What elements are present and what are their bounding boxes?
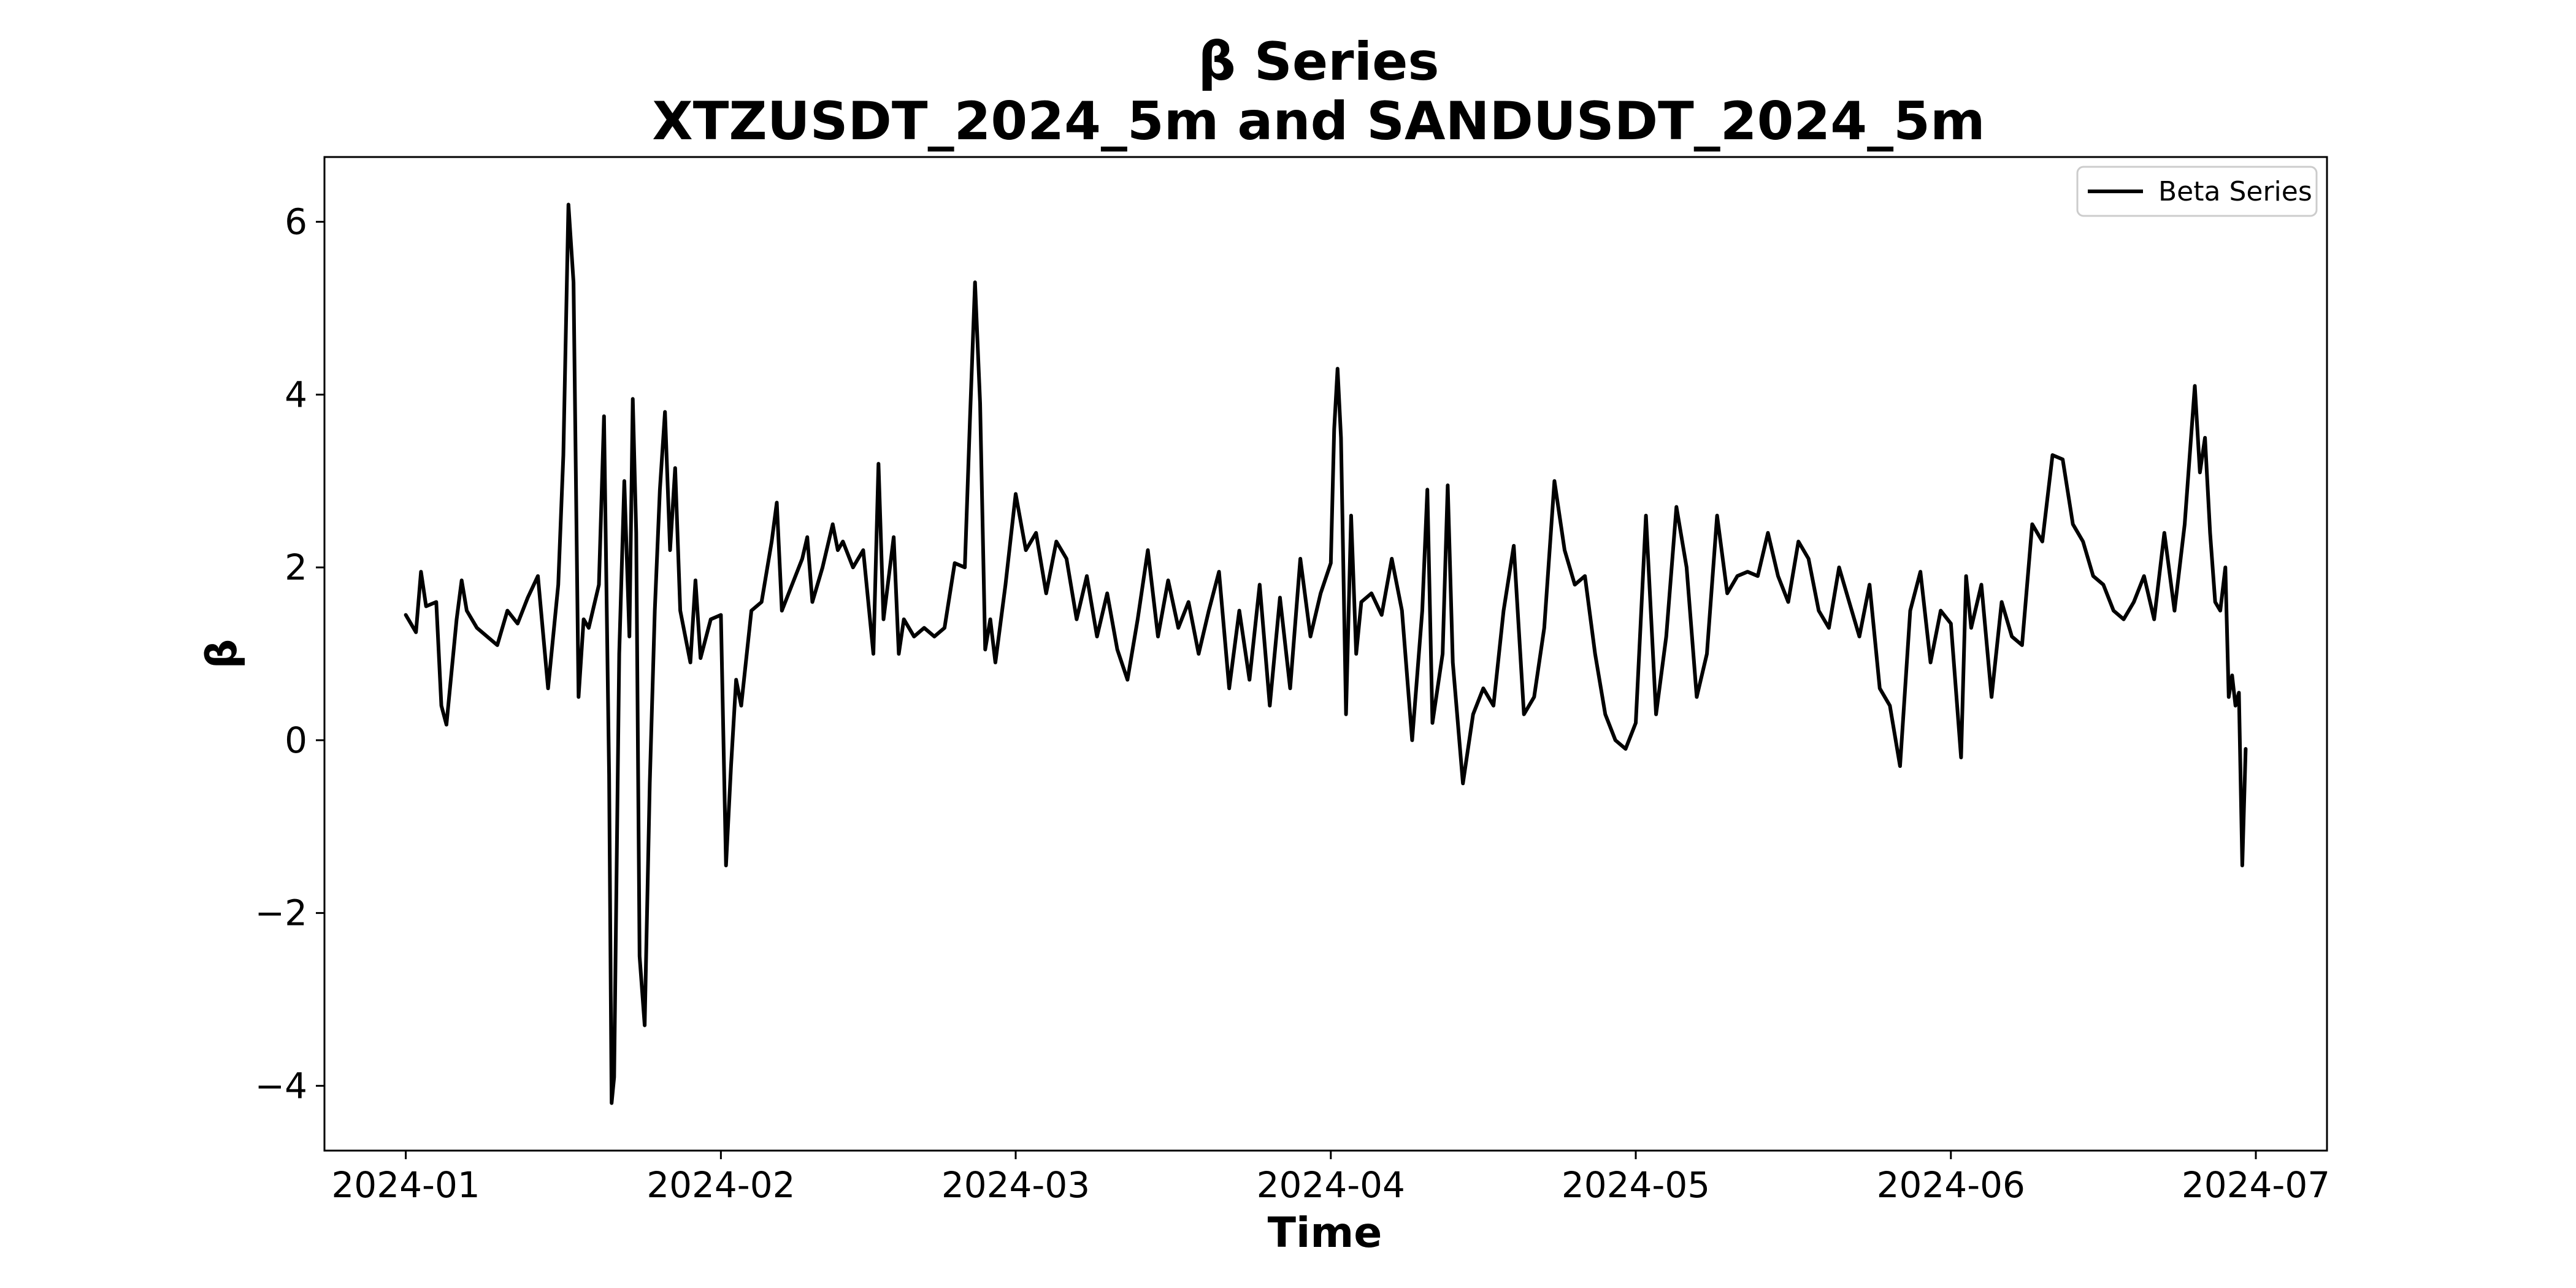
x-axis-label: Time xyxy=(1268,1209,1382,1257)
legend-box xyxy=(2076,166,2318,217)
y-tick-label: −2 xyxy=(255,892,308,934)
x-tick-label: 2024-01 xyxy=(331,1164,480,1206)
y-axis: −4 −2 0 2 4 6 xyxy=(255,201,324,1106)
chart-subtitle: XTZUSDT_2024_5m and SANDUSDT_2024_5m xyxy=(652,91,1985,152)
y-tick-label: 2 xyxy=(285,546,307,588)
x-tick-label: 2024-03 xyxy=(941,1164,1090,1206)
y-axis-label: β xyxy=(198,639,247,669)
legend-label: Beta Series xyxy=(2158,176,2312,207)
x-axis: 2024-01 2024-02 2024-03 2024-04 2024-05 2024-… xyxy=(331,1151,2330,1206)
x-tick-label: 2024-06 xyxy=(1877,1164,2025,1206)
legend: Beta Series xyxy=(2076,166,2318,217)
y-tick-label: 6 xyxy=(285,201,307,243)
y-tick-label: 4 xyxy=(285,374,307,415)
chart-title: β Series xyxy=(1198,31,1439,93)
x-tick-label: 2024-07 xyxy=(2182,1164,2330,1206)
beta-series-line xyxy=(404,202,2248,1105)
plot-area xyxy=(323,156,2328,1152)
x-tick-label: 2024-05 xyxy=(1562,1164,1710,1206)
x-tick-label: 2024-02 xyxy=(646,1164,795,1206)
y-tick-label: 0 xyxy=(285,719,307,761)
x-tick-label: 2024-04 xyxy=(1257,1164,1405,1206)
y-tick-label: −4 xyxy=(255,1065,308,1106)
